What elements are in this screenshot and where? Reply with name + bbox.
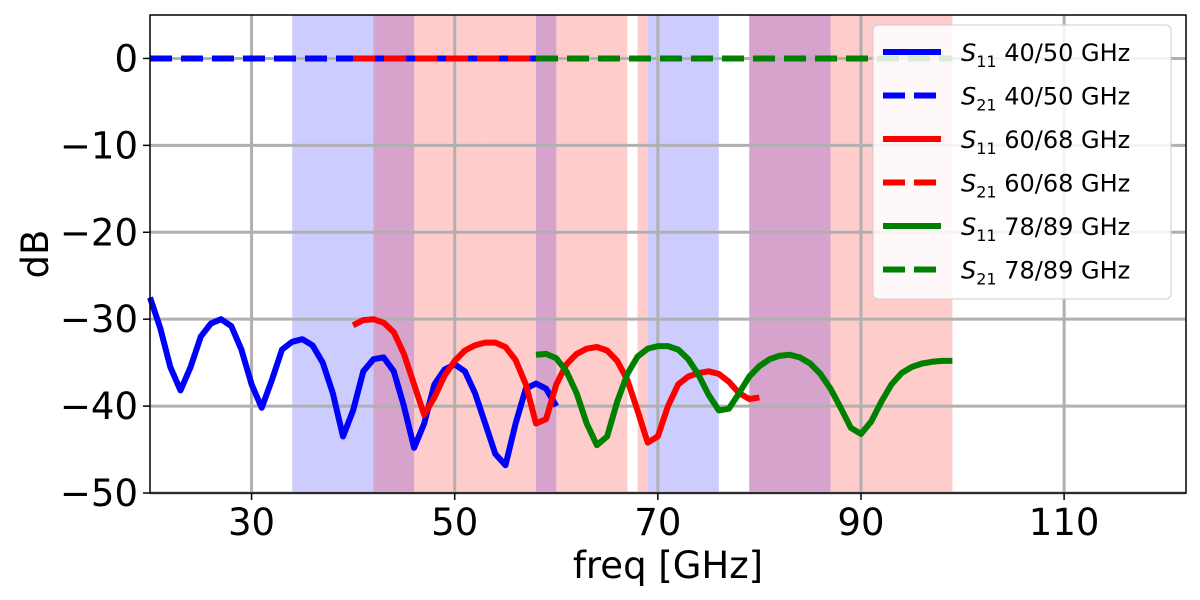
x-tick-label-1: 50 (431, 501, 478, 544)
y-tick-label-0: 0 (114, 37, 138, 80)
series-line-0 (147, 296, 559, 469)
frequency-bands (292, 15, 953, 493)
series-line-2 (351, 316, 760, 446)
legend-label-2: S11 60/68 GHz (961, 126, 1130, 158)
x-axis-label: freq [GHz] (573, 544, 763, 587)
y-tick-label-5: −50 (60, 472, 138, 515)
y-axis-label: dB (14, 230, 57, 279)
x-tick-label-3: 90 (837, 501, 884, 544)
y-tick-label-2: −20 (60, 211, 138, 254)
y-tick-label-3: −30 (60, 298, 138, 341)
axis-ticks: 30 50 70 90 110 0 −10 −20 −30 −40 −50 (60, 37, 1100, 544)
band-3 (749, 15, 831, 493)
band-6 (637, 15, 648, 493)
legend-box (872, 24, 1172, 300)
band-1 (535, 15, 557, 493)
band-4 (373, 15, 486, 493)
legend: S11 40/50 GHz S21 40/50 GHz S11 60/68 GHz S… (872, 24, 1172, 300)
x-tick-label-0: 30 (228, 501, 275, 544)
legend-label-5: S21 78/89 GHz (961, 257, 1130, 289)
x-tick-label-2: 70 (634, 501, 681, 544)
plot-frame (149, 14, 1187, 494)
legend-label-3: S21 60/68 GHz (961, 170, 1130, 202)
x-tick-label-4: 110 (1029, 501, 1100, 544)
y-tick-label-1: −10 (60, 124, 138, 167)
legend-label-1: S21 40/50 GHz (961, 83, 1130, 115)
band-2 (647, 15, 719, 493)
series-line-4 (535, 343, 953, 449)
data-series (147, 55, 953, 469)
band-5 (485, 15, 628, 493)
legend-label-4: S11 78/89 GHz (961, 213, 1130, 245)
legend-label-0: S11 40/50 GHz (961, 39, 1130, 71)
y-tick-label-4: −40 (60, 385, 138, 428)
